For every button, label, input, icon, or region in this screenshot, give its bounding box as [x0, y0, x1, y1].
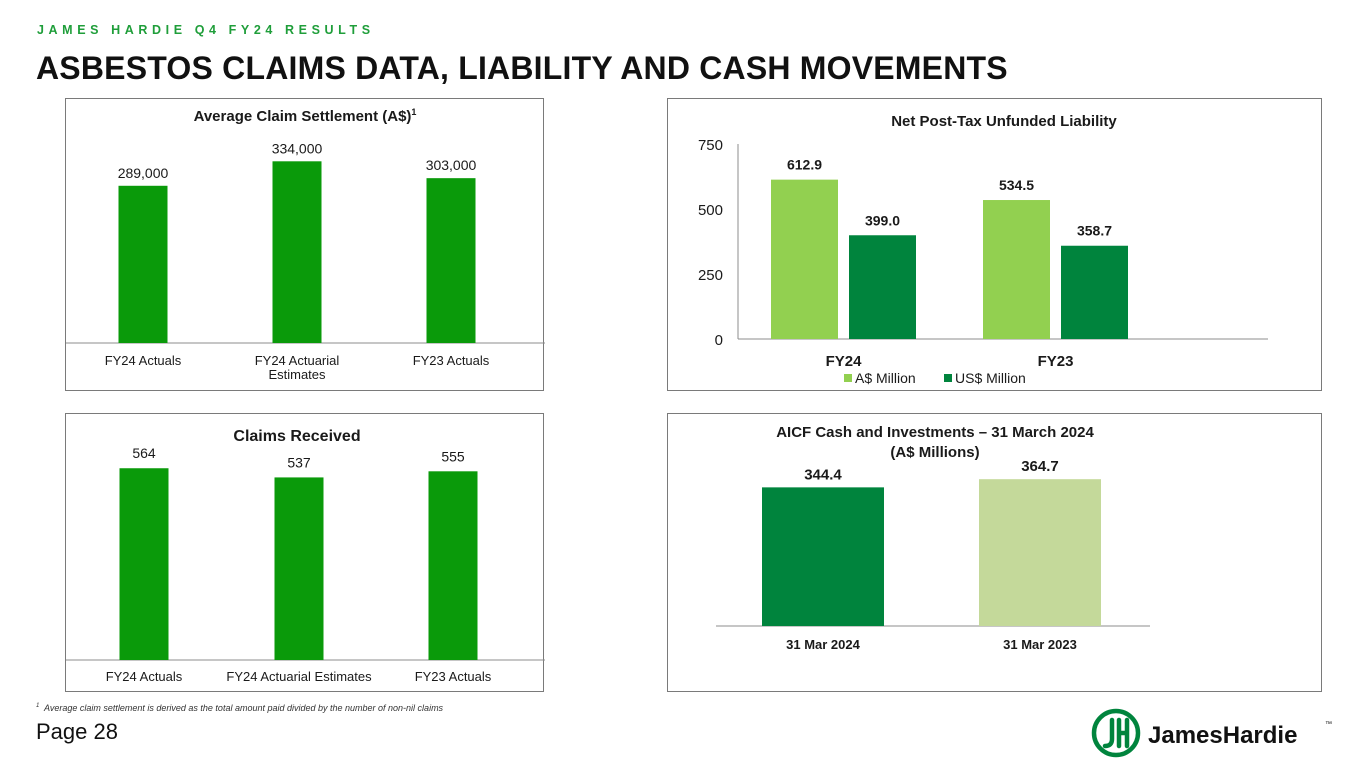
- x-tick-label: FY24 Actuarial: [255, 353, 340, 368]
- data-label: 358.7: [1077, 223, 1112, 239]
- data-label: 399.0: [865, 212, 900, 228]
- footnote-text: Average claim settlement is derived as t…: [44, 703, 444, 713]
- footnote: 1 Average claim settlement is derived as…: [36, 703, 443, 713]
- y-tick-label: 250: [698, 267, 723, 284]
- bar: [979, 479, 1101, 626]
- bar: [428, 471, 478, 660]
- legend-label: US$ Million: [955, 370, 1026, 386]
- x-tick-label: 31 Mar 2024: [786, 637, 860, 652]
- chart-aicf-cash-investments-svg: AICF Cash and Investments – 31 March 202…: [716, 424, 1150, 652]
- x-tick-label: FY24: [826, 353, 863, 370]
- chart-claims-received: Claims Received 564 FY24 Actuals 537 FY24 Ac…: [65, 413, 545, 692]
- y-tick-label: 500: [698, 202, 723, 219]
- data-label: 344.4: [804, 466, 842, 483]
- logo-wordmark: JamesHardie: [1148, 722, 1297, 749]
- chart-title: (A$ Millions): [890, 444, 979, 461]
- chart-title: AICF Cash and Investments – 31 March 202…: [776, 424, 1094, 441]
- jh-monogram-icon: [1091, 708, 1141, 758]
- x-tick-label: FY24 Actuals: [106, 669, 183, 684]
- chart-net-post-tax-unfunded-liability-svg: Net Post-Tax Unfunded Liability 0 250 500 75…: [698, 113, 1268, 386]
- legend-label: A$ Million: [855, 370, 916, 386]
- x-tick-label: FY23: [1038, 353, 1074, 370]
- company-logo: JamesHardie ™: [1091, 708, 1332, 758]
- data-label: 334,000: [272, 140, 323, 156]
- chart-title: Claims Received: [233, 428, 360, 445]
- x-tick-label: FY23 Actuals: [415, 669, 492, 684]
- page-number: Page 28: [36, 719, 118, 744]
- data-label: 564: [132, 445, 156, 461]
- x-tick-label: FY24 Actuarial Estimates: [226, 669, 372, 684]
- chart-aicf-cash-investments: AICF Cash and Investments – 31 March 202…: [667, 413, 1322, 692]
- data-label: 303,000: [426, 157, 477, 173]
- bar: [1061, 245, 1128, 339]
- bar: [274, 477, 324, 660]
- chart-average-claim-settlement: Average Claim Settlement (A$)1 289,000 FY2…: [65, 98, 545, 391]
- bar: [118, 185, 168, 343]
- data-label: 612.9: [787, 157, 822, 173]
- x-tick-label: FY24 Actuals: [105, 353, 182, 368]
- data-label: 364.7: [1021, 458, 1059, 475]
- y-tick-label: 0: [715, 332, 723, 349]
- data-label: 289,000: [118, 165, 169, 181]
- bar: [119, 468, 169, 660]
- chart-net-post-tax-unfunded-liability: Net Post-Tax Unfunded Liability 0 250 500 75…: [667, 98, 1322, 391]
- chart-claims-received-svg: Claims Received 564 FY24 Actuals 537 FY24 Ac…: [66, 428, 545, 684]
- chart-title-footnote-marker: 1: [411, 107, 416, 117]
- footnote-marker: 1: [36, 703, 40, 709]
- bar: [849, 235, 916, 339]
- x-tick-label: 31 Mar 2023: [1003, 637, 1077, 652]
- y-tick-label: 750: [698, 137, 723, 154]
- bar: [762, 487, 884, 626]
- x-tick-label: FY23 Actuals: [413, 353, 490, 368]
- chart-title: Average Claim Settlement (A$)1: [194, 107, 417, 125]
- logo-trademark: ™: [1325, 721, 1332, 728]
- bar: [771, 179, 838, 339]
- data-label: 537: [287, 454, 311, 470]
- data-label: 534.5: [999, 177, 1034, 193]
- bar: [426, 178, 476, 343]
- bar: [272, 161, 322, 343]
- bar: [983, 200, 1050, 339]
- header-kicker: JAMES HARDIE Q4 FY24 RESULTS: [37, 23, 375, 37]
- legend-swatch: [944, 374, 952, 382]
- x-tick-label: Estimates: [268, 367, 326, 382]
- chart-title: Net Post-Tax Unfunded Liability: [891, 113, 1117, 130]
- chart-average-claim-settlement-svg: Average Claim Settlement (A$)1 289,000 FY2…: [66, 107, 545, 382]
- legend-swatch: [844, 374, 852, 382]
- data-label: 555: [441, 448, 465, 464]
- page-title: ASBESTOS CLAIMS DATA, LIABILITY AND CASH…: [36, 50, 1008, 86]
